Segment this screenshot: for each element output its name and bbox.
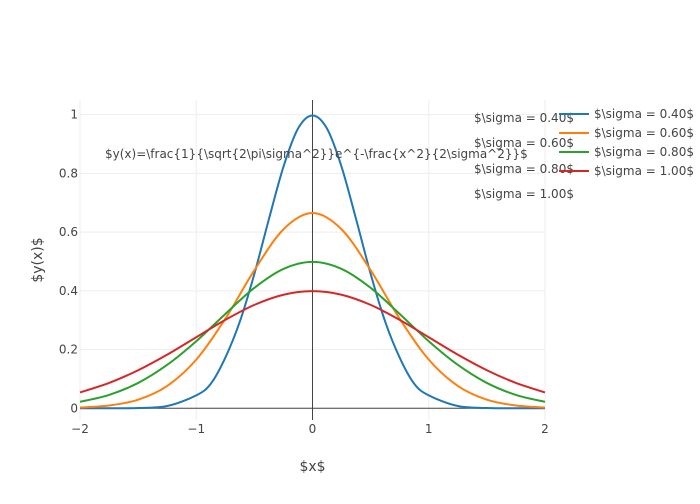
- legend-item[interactable]: $\sigma = 0.40$: [559, 107, 694, 121]
- series-line[interactable]: [79, 290, 546, 394]
- y-tick-label: 1: [70, 108, 78, 122]
- legend-label: $\sigma = 0.80$: [594, 145, 694, 159]
- curve-label: $\sigma = 1.00$: [474, 187, 574, 201]
- x-tick-label: −1: [187, 422, 205, 436]
- x-axis-title: $x$: [299, 459, 325, 475]
- y-tick-label: 0.8: [59, 166, 78, 180]
- x-tick-label: 0: [309, 422, 317, 436]
- legend: $\sigma = 0.40$ $\sigma = 0.60$ $\sigma …: [559, 107, 694, 178]
- series-layer: [79, 114, 546, 410]
- y-tick-label: 0.4: [59, 284, 78, 298]
- x-tick-label: −2: [71, 422, 89, 436]
- series-line[interactable]: [79, 260, 546, 403]
- curve-label: $\sigma = 0.80$: [474, 162, 574, 176]
- legend-item[interactable]: $\sigma = 1.00$: [559, 164, 694, 178]
- legend-item[interactable]: $\sigma = 0.80$: [559, 145, 694, 159]
- y-tick-label: 0.6: [59, 225, 78, 239]
- labels-layer: $x$ $y(x)$ $y(x)=\frac{1}{\sqrt{2\pi\sig…: [30, 111, 574, 475]
- formula-annotation: $y(x)=\frac{1}{\sqrt{2\pi\sigma^2}}e^{-\…: [105, 147, 528, 161]
- curve-label: $\sigma = 0.60$: [474, 136, 574, 150]
- y-tick-label: 0.2: [59, 343, 78, 357]
- legend-item[interactable]: $\sigma = 0.60$: [559, 126, 694, 140]
- legend-label: $\sigma = 0.60$: [594, 126, 694, 140]
- legend-label: $\sigma = 0.40$: [594, 107, 694, 121]
- x-tick-label: 1: [425, 422, 433, 436]
- curve-label: $\sigma = 0.40$: [474, 111, 574, 125]
- series-line[interactable]: [79, 114, 546, 410]
- y-axis-title: $y(x)$: [30, 237, 46, 282]
- x-tick-label: 2: [541, 422, 549, 436]
- legend-label: $\sigma = 1.00$: [594, 164, 694, 178]
- y-tick-label: 0: [70, 401, 78, 415]
- series-line[interactable]: [79, 212, 546, 409]
